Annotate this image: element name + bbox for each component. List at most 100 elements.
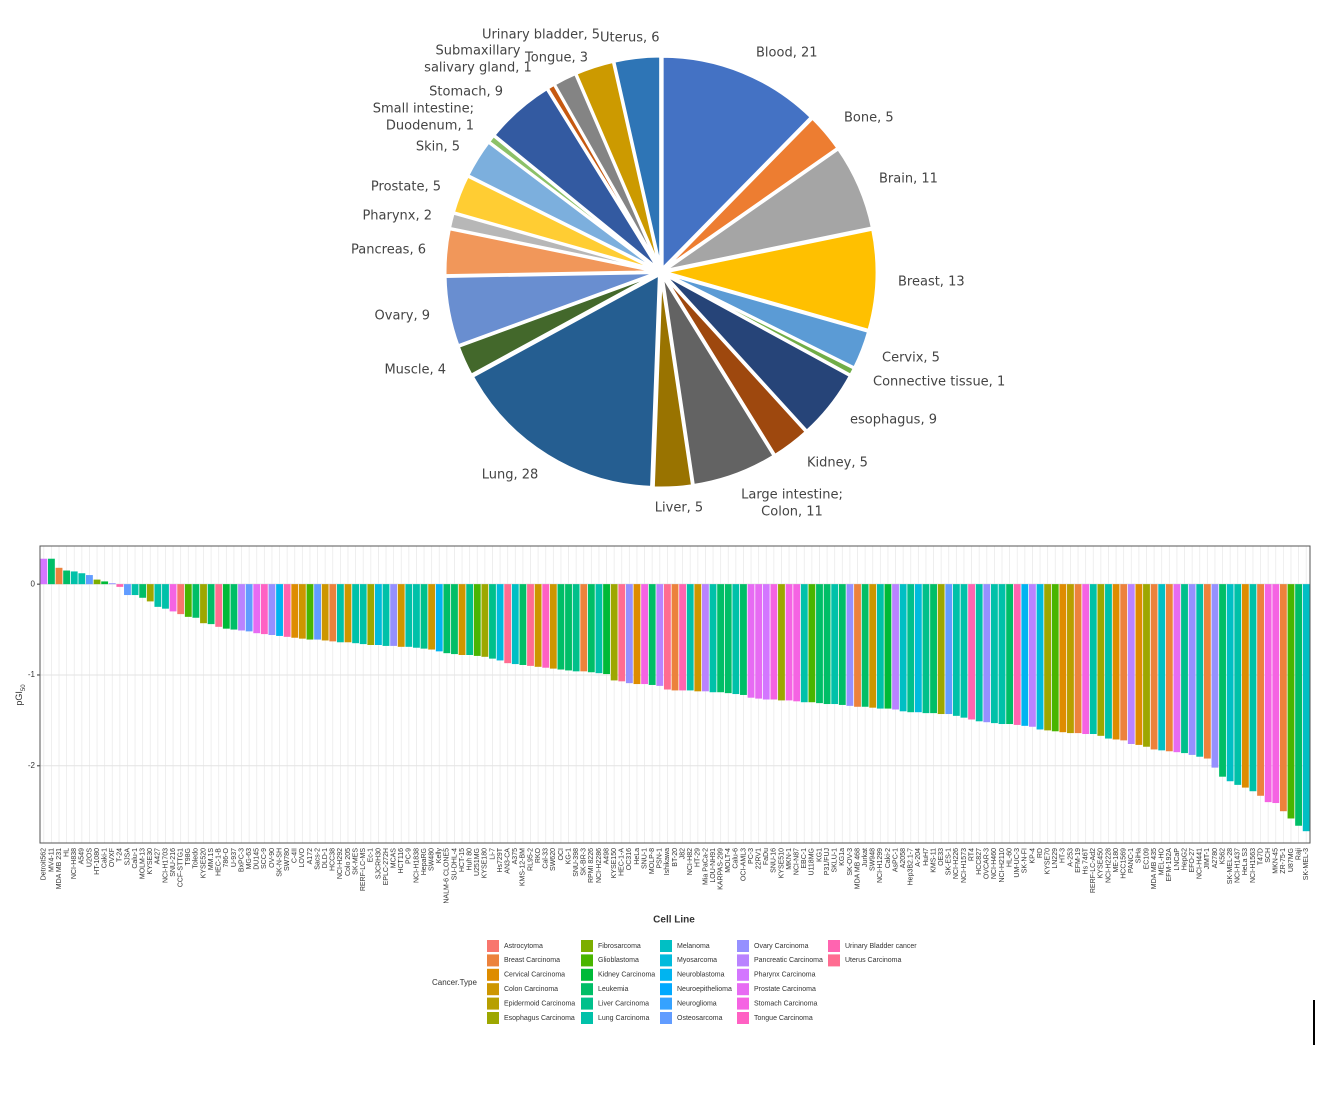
slice-label: Blood, 21 (756, 46, 818, 61)
legend-label: Stomach Carcinoma (754, 1000, 818, 1007)
bar (1082, 584, 1090, 735)
legend-swatch (737, 968, 749, 981)
bar (527, 584, 534, 666)
bar (907, 584, 915, 713)
bar (473, 584, 481, 656)
x-tick-label: T98G (185, 848, 192, 866)
x-tick-label: LNCaP (1174, 848, 1181, 871)
bar (945, 584, 953, 715)
bar (838, 584, 846, 705)
x-tick-label: KYSE510 (778, 848, 785, 878)
bar (740, 584, 747, 695)
x-tick-label: OCI-AML3 (740, 848, 747, 881)
x-tick-label: Mia PaCa-2 (702, 848, 709, 885)
legend-label: Tongue Carcinoma (754, 1015, 813, 1022)
x-tick-label: Li-7 (489, 848, 496, 860)
x-tick-label: SiHa (1136, 848, 1143, 863)
bar (884, 584, 892, 709)
bar (428, 584, 436, 650)
legend-swatch (660, 983, 672, 996)
bar (116, 584, 124, 587)
x-tick-label: Hep3B2.1-7 (908, 848, 915, 885)
bar (1158, 584, 1166, 751)
bar (793, 584, 801, 702)
x-tick-label: K562 (1219, 848, 1226, 864)
x-tick-label: MDA MB 231 (56, 848, 63, 889)
x-tick-label: HEC-1-A (619, 848, 626, 876)
bar (124, 584, 131, 596)
x-tick-label: HT-29 (695, 848, 702, 867)
x-tick-label: EC109 (1143, 848, 1150, 870)
x-tick-label: HeLa (634, 848, 641, 865)
x-tick-label: NCI-H2228 (1105, 848, 1112, 883)
slice-label: Pharynx, 2 (362, 209, 432, 224)
x-tick-label: SCC-9 (261, 848, 268, 869)
x-tick-label: KG1a (839, 848, 846, 866)
y-axis-title-main: pGI (14, 691, 24, 706)
bar (1036, 584, 1044, 730)
bar (466, 584, 474, 655)
y-tick-label: -2 (28, 761, 36, 770)
x-tick-label: RL95-2 (527, 848, 534, 871)
bar (222, 584, 230, 629)
bar (869, 584, 877, 708)
slice-label: Liver, 5 (655, 501, 703, 516)
slice-label: Pancreas, 6 (351, 243, 426, 258)
bar (511, 584, 519, 665)
bar (397, 584, 405, 647)
x-tick-label: OVCAR-3 (984, 848, 991, 879)
x-tick-label: AsPC-1 (892, 848, 899, 872)
x-tick-label: EPLC-272H (383, 848, 390, 885)
legend-label: Myosarcoma (677, 957, 717, 964)
x-tick-label: Hs 746T (1083, 847, 1090, 874)
x-tick-label: MV4-11 (48, 848, 55, 872)
x-tick-label: EBC-1 (801, 848, 808, 869)
bar (975, 584, 983, 722)
x-tick-label: Colo 205 (345, 848, 352, 876)
bar (1051, 584, 1059, 732)
legend-swatch (581, 1012, 593, 1024)
x-tick-label: MKN-1 (786, 848, 793, 870)
slice-label: Breast, 13 (898, 275, 965, 290)
bar (846, 584, 854, 706)
x-tick-label: ZR-75-1 (1280, 848, 1287, 874)
x-tick-label: SJSA (124, 848, 131, 866)
bar (131, 584, 139, 596)
x-tick-label: A-204 (915, 848, 922, 867)
x-tick-label: Ec-1 (368, 848, 375, 863)
x-tick-label: AN3-CA (505, 848, 512, 874)
x-tick-label: Detroit562 (41, 848, 48, 880)
x-tick-label: PSN-1 (657, 848, 664, 869)
legend-swatch (581, 983, 593, 996)
x-tick-label: NCI-H1838 (413, 848, 420, 883)
bar (413, 584, 420, 648)
pie-chart: Blood, 21 Bone, 5 Brain, 11 Breast, 13 Cervi… (351, 28, 1005, 520)
legend-swatch (581, 940, 593, 952)
x-tick-label: KMS-11 (930, 848, 937, 873)
bar (86, 575, 93, 585)
x-tick-label: NCI-H460 (991, 848, 998, 879)
bar (489, 584, 496, 659)
bar (382, 584, 390, 646)
x-tick-label: NCI-H1299 (877, 848, 884, 883)
x-tick-label: RT4 (968, 848, 975, 861)
y-axis-title-sub: 50 (21, 684, 27, 691)
x-tick-label: RERF-LC-MS (360, 848, 367, 891)
legend-label: Astrocytoma (504, 943, 543, 950)
x-tick-label: U87MG (1288, 848, 1295, 872)
bar (633, 584, 641, 685)
x-tick-label: Raji (1295, 848, 1302, 861)
x-tick-label: NCI-H292 (337, 848, 344, 879)
x-tick-label: OC316 (626, 848, 633, 870)
bar (78, 573, 86, 585)
legend-label: Lung Carcinoma (598, 1015, 649, 1022)
x-tick-label: NCI-H2286 (596, 848, 603, 883)
slice-label: Ovary, 9 (375, 309, 430, 324)
x-tick-label: PC-3 (748, 848, 755, 864)
bar (146, 584, 154, 602)
bar (238, 584, 245, 631)
bar (983, 584, 991, 723)
bar (694, 584, 702, 692)
x-tick-label: HL-60 (1006, 848, 1013, 867)
